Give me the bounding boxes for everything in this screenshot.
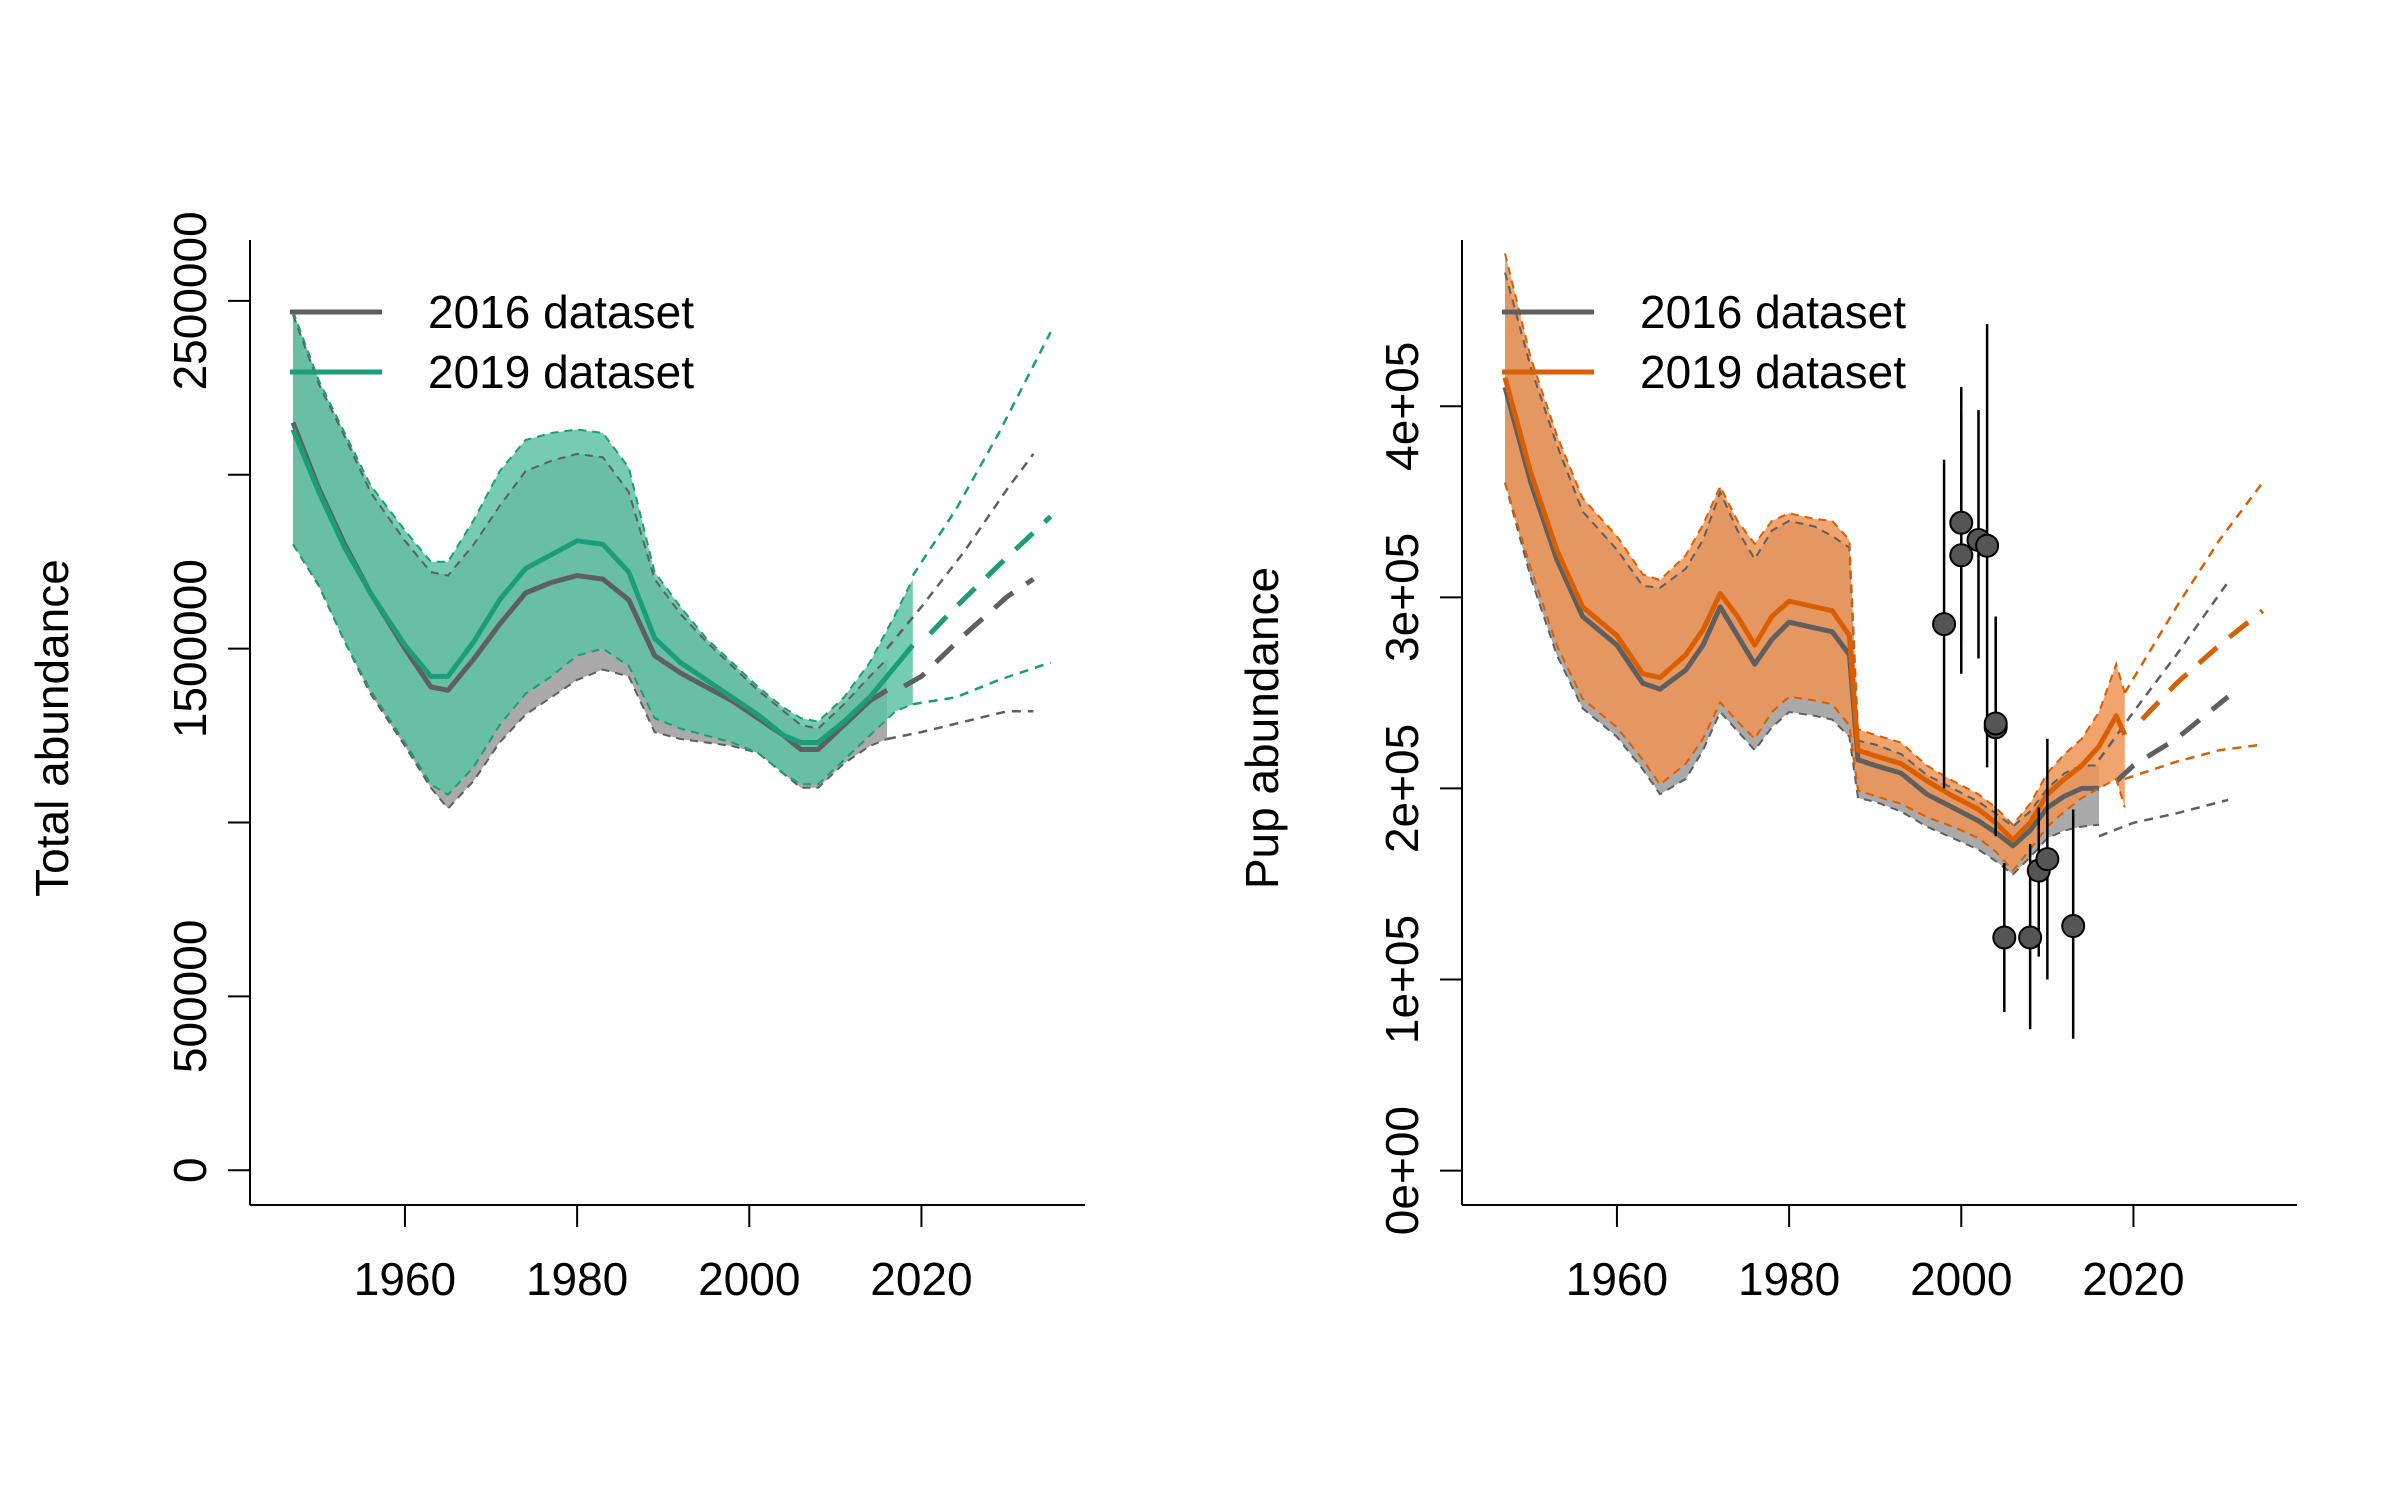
- lower-bound-line-2016: [1504, 482, 2100, 876]
- y-tick-label: 1500000: [164, 559, 216, 738]
- upper-bound-line-2019: [292, 310, 914, 723]
- x-tick-label: 1960: [1566, 1253, 1668, 1305]
- projection-lower-2016: [2098, 798, 2229, 838]
- y-tick-label: 2e+05: [1376, 724, 1428, 853]
- observation-point: [1975, 533, 2000, 558]
- total-abundance-panel: 1960 1980 2000 2020 0 500000 1500000 2500000 Tot…: [26, 211, 1085, 1305]
- projection-lower-2016: [886, 709, 1034, 741]
- x-tick-label: 2020: [2082, 1253, 2184, 1305]
- observation-point: [1992, 925, 2017, 950]
- upper-bound-line-2019: [1504, 253, 2126, 827]
- observation-point: [2061, 914, 2086, 939]
- projection-upper-2016: [886, 453, 1035, 650]
- projection-upper-2019: [2123, 481, 2264, 694]
- observation-point: [2035, 847, 2060, 872]
- observation-point: [1949, 510, 1974, 535]
- y-tick-label: 3e+05: [1376, 533, 1428, 662]
- upper-bound-line-2016: [1504, 272, 2099, 828]
- projection-mean-2019: [2140, 608, 2265, 722]
- observation-point: [1932, 612, 1957, 637]
- observation-point: [1983, 711, 2008, 736]
- projection-mean-2016: [2114, 694, 2230, 784]
- projection-lower-2019: [912, 661, 1051, 706]
- x-tick-label: 1980: [526, 1253, 628, 1305]
- mean-line-2019: [290, 428, 915, 745]
- y-tick-label: 4e+05: [1376, 342, 1428, 471]
- projection-lower-2019: [2124, 743, 2263, 781]
- lower-bound-line-2016: [292, 543, 888, 811]
- y-axis-title: Pup abundance: [1236, 567, 1288, 889]
- y-tick-label: 0e+00: [1376, 1106, 1428, 1235]
- legend-label-2019: 2019 dataset: [428, 346, 694, 398]
- x-tick-label: 2000: [1910, 1253, 2012, 1305]
- observation-point: [2018, 925, 2043, 950]
- confidence-band-2019: [1505, 253, 2125, 871]
- x-tick-label: 2020: [870, 1253, 972, 1305]
- legend-label-2019: 2019 dataset: [1640, 346, 1906, 398]
- y-tick-label: 2500000: [164, 211, 216, 390]
- projection-upper-2016: [2097, 581, 2230, 761]
- y-axis-title: Total abundance: [26, 559, 78, 897]
- y-tick-label: 500000: [164, 920, 216, 1073]
- legend-label-2016: 2016 dataset: [428, 286, 694, 338]
- y-tick-label: 0: [164, 1157, 216, 1183]
- pup-abundance-panel: 1960 1980 2000 2020 0e+00 1e+05 2e+05 3e+05 4e+0…: [1236, 240, 2297, 1305]
- x-tick-label: 1960: [354, 1253, 456, 1305]
- mean-line-2019: [1502, 376, 2128, 843]
- projection-mean-2016: [902, 577, 1035, 689]
- x-tick-label: 2000: [698, 1253, 800, 1305]
- observation-point: [1949, 543, 1974, 568]
- projection-mean-2019: [928, 514, 1053, 636]
- y-tick-label: 1e+05: [1376, 915, 1428, 1044]
- upper-bound-line-2016: [292, 314, 888, 730]
- legend-label-2016: 2016 dataset: [1640, 286, 1906, 338]
- projection-upper-2019: [911, 331, 1052, 577]
- mean-line-2016: [1502, 386, 2099, 849]
- x-tick-label: 1980: [1738, 1253, 1840, 1305]
